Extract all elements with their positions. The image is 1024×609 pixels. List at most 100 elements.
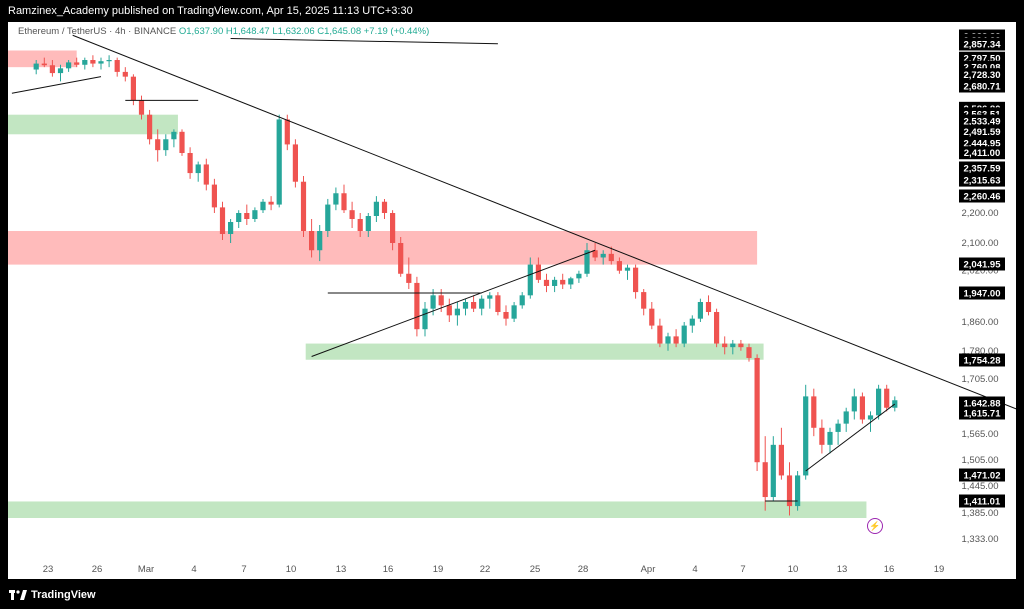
price-tag-label: 2,260.46 [964, 192, 1001, 203]
y-tick-label: 2,020.00 [962, 266, 999, 277]
candle-body [519, 295, 525, 306]
zone-supply-2 [8, 231, 758, 265]
price-tag-bg [959, 468, 1005, 482]
candle-body [884, 388, 890, 408]
y-tick-label: 2,100.00 [962, 238, 999, 249]
small-rising-line [11, 76, 102, 94]
price-tag-label: 2,857.34 [964, 40, 1002, 51]
candle-body [827, 431, 833, 445]
candle-body [503, 312, 509, 319]
price-tag-label: 2,444.95 [964, 139, 1002, 150]
candle-body [543, 279, 550, 286]
candle-body [260, 201, 266, 211]
x-tick-label: 22 [480, 564, 491, 575]
tradingview-logo[interactable]: TradingView [9, 589, 96, 601]
publish-text: Ramzinex_Academy published on TradingVie… [8, 5, 413, 17]
price-tag-label: 2,411.00 [964, 148, 1000, 159]
candle-body [41, 63, 47, 66]
price-tag-bg [959, 68, 1005, 82]
descending-trendline [72, 34, 1016, 410]
candle-body [511, 305, 517, 319]
candle-body [390, 213, 396, 243]
footer: TradingView [0, 581, 1024, 609]
candle-body [66, 62, 72, 69]
candle-body [892, 400, 898, 408]
candle-body [746, 347, 752, 358]
candle-body [373, 201, 379, 216]
price-tag-label: 1,754.28 [964, 356, 1001, 367]
candle-body [317, 231, 323, 251]
price-tag-label: 1,642.88 [964, 399, 1001, 410]
candle-body [49, 65, 55, 74]
x-tick-label: 28 [578, 564, 589, 575]
candle-body [309, 231, 315, 251]
price-tag-bg [959, 124, 1005, 138]
candle-body [74, 62, 80, 65]
price-tag-bg [959, 353, 1005, 367]
price-tag-label: 2,728.30 [964, 70, 1001, 81]
price-tag-bg [959, 79, 1005, 93]
x-tick-label: 19 [934, 564, 945, 575]
candle-body [349, 210, 355, 219]
price-tag-label: 2,797.50 [964, 54, 1001, 65]
open-value: O1,637.90 [178, 26, 224, 37]
chart-frame[interactable]: 2,200.00 2,100.00 2,020.00 1,860.00 1,780.00… [8, 22, 1016, 579]
y-tick-label: 1,565.00 [962, 429, 999, 440]
close-value: C1,645.08 [317, 26, 362, 37]
candle-body [357, 219, 363, 231]
symbol-legend: Ethereum / TetherUS · 4h · BINANCE O1,63… [18, 26, 429, 37]
candle-body [138, 100, 145, 115]
price-tag-label: 1,615.71 [964, 409, 1002, 420]
price-tag-bg [959, 189, 1005, 203]
y-tick-label: 1,385.00 [962, 508, 999, 519]
candle-body [155, 139, 161, 151]
candle-body [90, 60, 96, 64]
candle-body [681, 325, 687, 344]
zone-demand-3 [305, 343, 764, 360]
price-tag-label: 2,533.49 [964, 117, 1001, 128]
bolt-icon[interactable]: ⚡ [867, 518, 883, 534]
candle-body [130, 76, 136, 101]
publish-header: Ramzinex_Academy published on TradingVie… [0, 0, 1024, 22]
candlestick-chart[interactable]: 2,200.00 2,100.00 2,020.00 1,860.00 1,780.00… [8, 22, 1016, 579]
x-tick-label: 23 [43, 564, 54, 575]
candle-body [835, 423, 841, 432]
candle-body [300, 181, 307, 231]
candle-body [714, 312, 720, 344]
candle-body [82, 60, 88, 65]
price-tag-bg [959, 114, 1005, 128]
price-tag-bg [959, 146, 1005, 160]
y-tick-label: 1,705.00 [962, 374, 999, 385]
candle-body [633, 267, 639, 293]
y-tick-label: 1,780.00 [962, 346, 999, 357]
ascending-triangle-support [311, 249, 596, 357]
candle-body [252, 210, 258, 219]
candle-body [284, 119, 290, 145]
candle-body [179, 131, 185, 154]
candle-body [98, 61, 104, 64]
price-tag-label: 2,760.08 [964, 63, 1001, 74]
candle-body [754, 357, 760, 463]
candle-body [738, 343, 744, 348]
candle-body [576, 273, 582, 279]
candle-body [535, 264, 541, 280]
candle-body [438, 295, 444, 306]
candle-body [867, 415, 874, 420]
candle-body [422, 308, 428, 330]
zone-supply-0 [8, 50, 77, 68]
candle-body [616, 261, 622, 271]
candle-body [398, 243, 404, 274]
candle-body [187, 153, 193, 174]
price-tag-bg [959, 161, 1005, 175]
price-tag-label: 2,680.71 [964, 82, 1002, 93]
price-tag-label: 2,315.63 [964, 176, 1001, 187]
candle-body [462, 302, 469, 309]
y-tick-label: 1,860.00 [962, 317, 999, 328]
candle-body [325, 204, 331, 231]
x-tick-label: 4 [692, 564, 697, 575]
candle-body [414, 282, 420, 330]
candle-body [219, 207, 226, 234]
candle-body [722, 343, 728, 348]
candle-body [147, 114, 153, 140]
x-tick-label: 26 [92, 564, 103, 575]
